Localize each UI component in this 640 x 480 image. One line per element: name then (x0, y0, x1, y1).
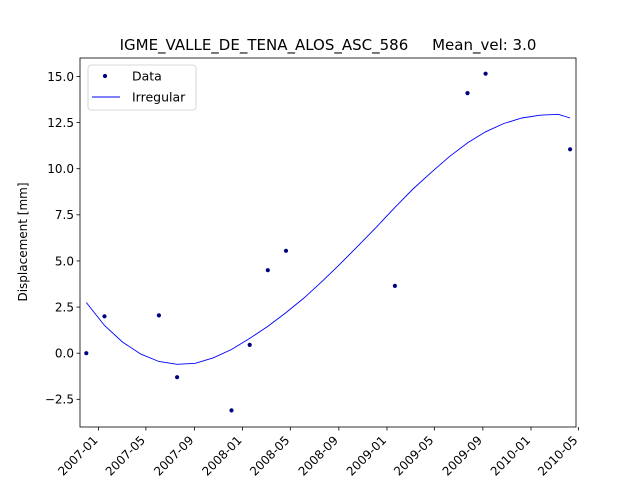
data-point (229, 408, 234, 413)
y-tick-label: 2.5 (55, 300, 74, 314)
x-tick-label: 2010-01 (488, 433, 533, 478)
x-tick-label: 2007-01 (55, 433, 100, 478)
data-point (465, 91, 470, 96)
legend-entry: Data (132, 69, 162, 84)
x-tick-label: 2008-01 (199, 433, 244, 478)
y-tick-label: 12.5 (47, 116, 74, 130)
y-tick-label: 7.5 (55, 208, 74, 222)
data-point (156, 313, 161, 318)
data-point (175, 375, 180, 380)
y-tick-label: 5.0 (55, 254, 74, 268)
y-axis: −2.5 0.0 2.5 5.0 7.5 10.0 12.5 15.0 (45, 70, 80, 407)
x-axis: 2007-01 2007-05 2007-09 2008-01 2008-05 2008-… (55, 427, 580, 479)
x-tick-label: 2009-09 (440, 433, 485, 478)
data-point (102, 314, 107, 319)
y-tick-label: 0.0 (55, 347, 74, 361)
data-point (483, 71, 488, 76)
x-tick-label: 2010-05 (535, 433, 580, 478)
data-point (247, 342, 252, 347)
chart-title: IGME_VALLE_DE_TENA_ALOS_ASC_586 Mean_vel… (120, 36, 537, 55)
x-tick-label: 2008-05 (247, 433, 292, 478)
data-point (84, 351, 89, 356)
legend-entry: Irregular (132, 90, 186, 105)
axes-frame (79, 57, 577, 428)
y-tick-label: 15.0 (47, 70, 74, 84)
legend-marker-data (102, 73, 108, 79)
legend-box (87, 64, 197, 111)
data-point (392, 283, 397, 288)
plot-area (79, 57, 577, 428)
x-tick-label: 2007-05 (103, 433, 148, 478)
x-tick-label: 2008-09 (296, 433, 341, 478)
data-point (568, 147, 573, 152)
series-line-irregular (85, 113, 571, 365)
y-axis-label: Displacement [mm] (16, 182, 30, 301)
y-tick-label: 10.0 (47, 162, 74, 176)
data-point (265, 268, 270, 273)
x-tick-label: 2009-05 (391, 433, 436, 478)
x-tick-label: 2007-09 (151, 433, 196, 478)
x-tick-label: 2009-01 (344, 433, 389, 478)
legend: Data Irregular (87, 64, 197, 111)
y-tick-label: −2.5 (45, 393, 74, 407)
data-point (283, 248, 289, 253)
